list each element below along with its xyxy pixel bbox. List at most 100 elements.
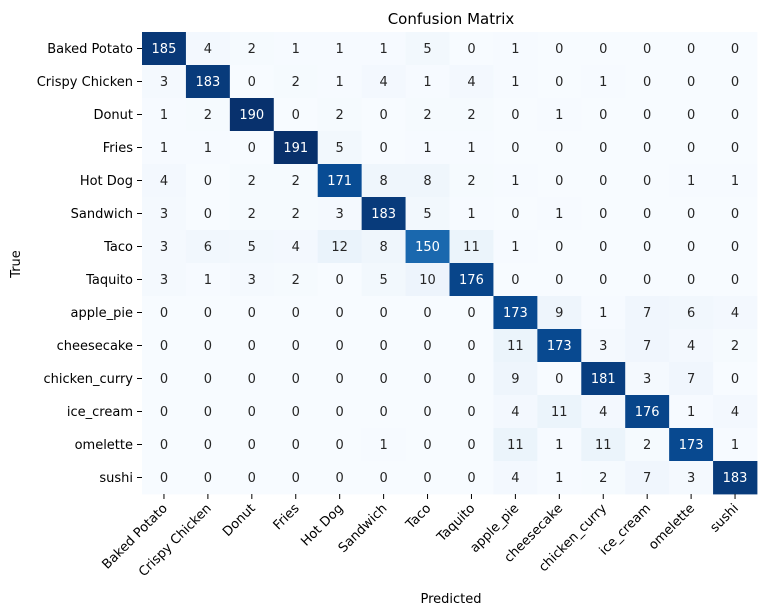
cell-value-r9-c12: 4 [687,339,695,354]
heatmap-cell-r3-c5 [361,131,406,165]
heatmap-cell-r4-c3 [273,164,319,198]
heatmap-cell-r8-c3 [273,296,319,330]
heatmap-cell-r8-c10 [581,296,626,330]
heatmap-cell-r11-c12 [669,395,714,429]
heatmap-cell-r8-c0 [142,296,187,330]
cell-value-r3-c8: 0 [511,141,519,156]
y-tick-label: apple_pie [71,306,133,321]
heatmap-cell-r1-c8 [493,65,538,99]
cell-value-r11-c5: 0 [379,405,387,420]
heatmap-cell-r0-c7 [449,32,494,66]
heatmap-cell-r12-c10 [581,428,626,462]
cell-value-r2-c3: 0 [292,108,300,123]
x-tick-label: sushi [707,501,741,535]
heatmap-cell-r9-c11 [625,329,670,363]
cell-value-r12-c13: 1 [731,438,739,453]
heatmap-cell-r0-c4 [317,32,363,66]
cell-value-r6-c8: 1 [511,240,519,255]
cell-value-r6-c1: 6 [204,240,212,255]
cell-value-r6-c6: 150 [415,240,440,255]
heatmap-cell-r0-c5 [361,32,406,66]
cell-value-r8-c8: 173 [503,306,528,321]
heatmap-cell-r11-c6 [405,395,450,429]
cell-value-r11-c2: 0 [248,405,256,420]
heatmap-cell-r1-c10 [581,65,626,99]
cell-value-r12-c12: 173 [679,438,704,453]
cell-value-r11-c12: 1 [687,405,695,420]
heatmap-cell-r13-c9 [537,461,582,495]
heatmap-cell-r13-c0 [142,461,187,495]
cell-value-r6-c3: 4 [292,240,300,255]
cell-value-r10-c1: 0 [204,372,212,387]
heatmap-cell-r2-c7 [449,98,494,132]
heatmap-cell-r13-c1 [185,461,231,495]
heatmap-cell-r12-c5 [361,428,406,462]
cell-value-r1-c8: 1 [511,75,519,90]
heatmap-cell-r12-c2 [229,428,275,462]
heatmap-cell-r11-c0 [142,395,187,429]
cell-value-r4-c10: 0 [599,174,607,189]
cell-value-r9-c0: 0 [160,339,168,354]
cell-value-r9-c2: 0 [248,339,256,354]
heatmap-cell-r4-c9 [537,164,582,198]
cell-value-r7-c12: 0 [687,273,695,288]
cell-value-r8-c0: 0 [160,306,168,321]
heatmap-cell-r2-c9 [537,98,582,132]
cell-value-r9-c3: 0 [292,339,300,354]
cell-value-r11-c9: 11 [551,405,568,420]
cell-value-r5-c5: 183 [371,207,396,222]
cell-value-r1-c7: 4 [467,75,475,90]
cell-value-r0-c4: 1 [336,42,344,57]
x-tick-label: omelette [646,501,698,553]
heatmap-cell-r4-c1 [185,164,231,198]
heatmap-cell-r1-c4 [317,65,363,99]
heatmap-cell-r0-c9 [537,32,582,66]
y-tick-label: Fries [103,141,133,156]
cell-value-r0-c0: 185 [152,42,177,57]
cell-value-r7-c0: 3 [160,273,168,288]
heatmap-cell-r2-c4 [317,98,363,132]
cell-value-r9-c9: 173 [547,339,572,354]
heatmap-cell-r0-c6 [405,32,450,66]
heatmap-cell-r1-c1 [185,65,231,99]
cell-value-r2-c0: 1 [160,108,168,123]
cell-value-r0-c13: 0 [731,42,739,57]
heatmap-cell-r12-c8 [493,428,538,462]
heatmap-cell-r7-c7 [449,263,494,297]
heatmap-cell-r9-c8 [493,329,538,363]
heatmap-cell-r1-c5 [361,65,406,99]
cell-value-r7-c2: 3 [248,273,256,288]
heatmap-cell-r10-c11 [625,362,670,396]
cell-value-r2-c13: 0 [731,108,739,123]
heatmap-cell-r4-c4 [317,164,363,198]
cell-value-r4-c6: 8 [423,174,431,189]
heatmap-cell-r5-c4 [317,197,363,231]
cell-value-r13-c7: 0 [467,471,475,486]
cell-value-r13-c6: 0 [423,471,431,486]
heatmap-cell-r7-c4 [317,263,363,297]
heatmap-cell-r4-c5 [361,164,406,198]
cell-value-r9-c10: 3 [599,339,607,354]
cell-value-r7-c13: 0 [731,273,739,288]
heatmap-cell-r6-c2 [229,230,275,264]
heatmap-cell-r4-c8 [493,164,538,198]
cell-value-r1-c9: 0 [555,75,563,90]
cell-value-r12-c11: 2 [643,438,651,453]
cell-value-r5-c7: 1 [467,207,475,222]
cell-value-r0-c8: 1 [511,42,519,57]
heatmap-cell-r3-c4 [317,131,363,165]
cell-value-r6-c4: 12 [331,240,348,255]
heatmap-cell-r11-c13 [713,395,758,429]
cell-value-r10-c6: 0 [423,372,431,387]
heatmap-cell-r0-c1 [185,32,231,66]
cell-value-r8-c1: 0 [204,306,212,321]
heatmap-cell-r4-c12 [669,164,714,198]
heatmap-cell-r13-c2 [229,461,275,495]
heatmap-cells [142,32,758,495]
cell-value-r5-c6: 5 [423,207,431,222]
heatmap-cell-r9-c10 [581,329,626,363]
cell-value-r8-c9: 9 [555,306,563,321]
heatmap-cell-r11-c1 [185,395,231,429]
heatmap-cell-r13-c4 [317,461,363,495]
